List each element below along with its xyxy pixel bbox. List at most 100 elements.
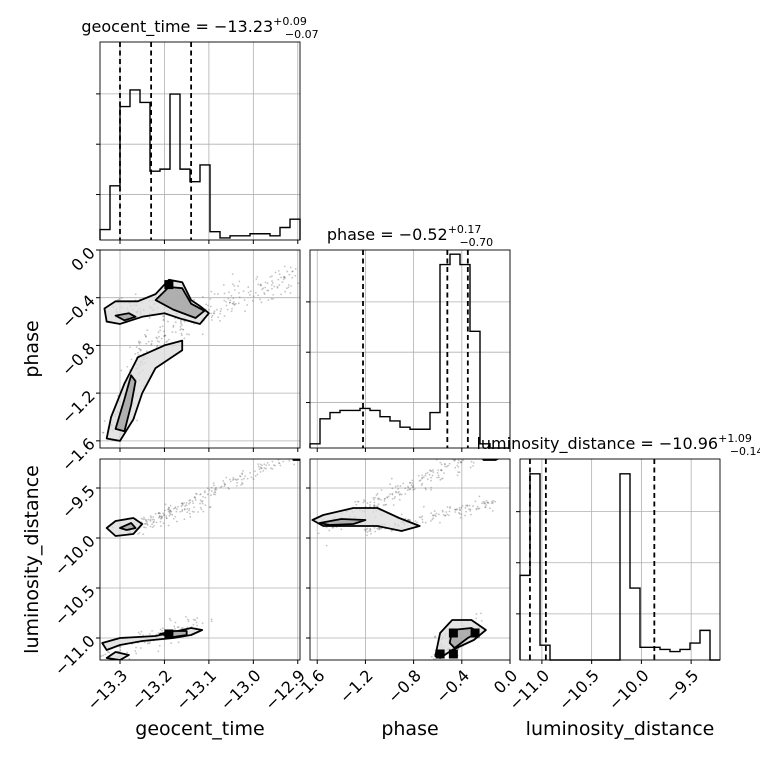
sample-point: [212, 493, 215, 496]
sample-point: [225, 476, 228, 479]
sample-point: [138, 340, 140, 343]
x-axis-label: geocent_time: [135, 718, 264, 740]
sample-point: [431, 518, 434, 521]
sample-point: [260, 464, 263, 467]
sample-point: [369, 527, 372, 530]
sample-point: [226, 308, 229, 311]
sample-point: [454, 508, 457, 511]
sample-point: [153, 520, 155, 523]
sample-point: [278, 454, 280, 456]
sample-point: [174, 331, 177, 334]
sample-point: [159, 326, 162, 329]
sample-point: [186, 511, 189, 514]
sample-point: [414, 520, 417, 523]
sample-point: [373, 501, 376, 504]
sample-point: [233, 303, 236, 306]
sample-point: [161, 515, 163, 518]
sample-point: [247, 291, 250, 294]
sample-point: [291, 270, 294, 273]
sample-point: [461, 504, 464, 507]
sample-point: [164, 335, 166, 337]
sample-point: [460, 506, 463, 509]
sample-point: [364, 530, 367, 532]
sample-point: [295, 451, 297, 453]
sample-point: [274, 464, 276, 467]
sample-point: [200, 508, 203, 511]
x-tick-label: −1.2: [336, 666, 377, 707]
sample-point: [421, 515, 424, 518]
sample-point: [201, 502, 204, 505]
density-peak: [470, 628, 480, 638]
sample-point: [195, 621, 198, 624]
sample-point: [108, 651, 110, 654]
sample-point: [265, 464, 268, 467]
sample-point: [144, 522, 147, 525]
histogram-step: [309, 253, 510, 449]
sample-point: [153, 518, 156, 521]
sample-point: [229, 301, 231, 304]
sample-point: [183, 518, 186, 521]
sample-point: [202, 510, 205, 513]
sample-point: [291, 453, 293, 455]
sample-point: [157, 512, 160, 515]
sample-point: [482, 500, 485, 503]
sample-point: [120, 297, 123, 299]
sample-point: [409, 488, 412, 490]
sample-point: [172, 507, 175, 510]
sample-point: [440, 469, 443, 472]
sample-point: [210, 620, 213, 623]
sample-point: [192, 502, 195, 505]
sample-point: [181, 510, 184, 513]
sample-point: [470, 513, 472, 516]
sample-point: [354, 501, 357, 503]
sample-point: [204, 491, 206, 494]
sample-point: [250, 476, 253, 479]
sample-point: [460, 513, 463, 516]
sample-point: [331, 526, 334, 529]
panel-frame: [99, 41, 301, 241]
sample-point: [188, 502, 190, 505]
sample-point: [297, 282, 300, 285]
sample-point: [163, 330, 165, 333]
sample-point: [241, 473, 244, 476]
sample-point: [290, 285, 293, 287]
sample-point: [431, 474, 434, 477]
sample-point: [214, 493, 217, 496]
sample-point: [228, 301, 231, 304]
sample-point: [282, 278, 285, 281]
sample-point: [465, 510, 468, 513]
sample-point: [176, 505, 179, 508]
sample-point: [161, 629, 163, 632]
sample-point: [139, 349, 142, 352]
sample-point: [384, 497, 386, 500]
sample-point: [183, 502, 185, 504]
sample-point: [214, 489, 216, 491]
sample-point: [137, 341, 140, 344]
sample-point: [419, 479, 422, 482]
sample-point: [249, 471, 251, 474]
sample-point: [166, 340, 169, 343]
sample-point: [169, 513, 172, 516]
sample-point: [472, 505, 474, 507]
sample-point: [469, 509, 472, 512]
sample-point: [128, 657, 131, 660]
sample-point: [447, 464, 450, 467]
sample-point: [421, 474, 424, 477]
sample-point: [189, 501, 192, 504]
sample-point: [100, 655, 103, 657]
sample-point: [168, 512, 171, 515]
sample-point: [214, 487, 217, 490]
sample-point: [101, 431, 104, 434]
sample-point: [467, 453, 469, 455]
sample-point: [466, 505, 469, 507]
sample-point: [162, 627, 164, 630]
sample-point: [232, 479, 234, 481]
sample-point: [150, 516, 153, 519]
sample-point: [217, 316, 220, 319]
sample-point: [481, 502, 483, 505]
sample-point: [237, 302, 240, 305]
sample-point: [237, 285, 239, 287]
sample-point: [171, 513, 174, 516]
sample-point: [119, 646, 122, 648]
